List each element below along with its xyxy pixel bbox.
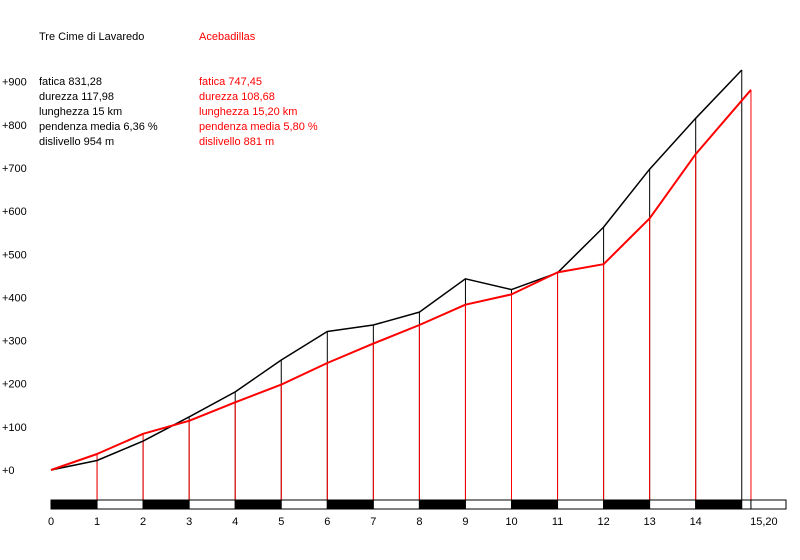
stat-dislivello: dislivello 881 m	[199, 136, 275, 148]
stat-dislivello: dislivello 954 m	[39, 136, 115, 148]
x-tick-label: 13	[644, 516, 656, 528]
x-tick-label: 4	[232, 516, 238, 528]
y-tick-label: +800	[2, 120, 27, 132]
x-tick-label: 9	[462, 516, 468, 528]
stat-durezza: durezza 117,98	[39, 91, 115, 103]
y-tick-label: +300	[2, 336, 27, 348]
scale-bar-segment	[511, 499, 559, 510]
stat-durezza: durezza 108,68	[199, 91, 275, 103]
x-tick-label: 10	[505, 516, 517, 528]
stat-fatica: fatica 831,28	[39, 76, 102, 88]
y-tick-label: +500	[2, 249, 27, 261]
drop-lines	[96, 69, 752, 500]
profile-lines	[50, 69, 752, 471]
scale-bar-segment	[96, 499, 144, 510]
stat-lunghezza: lunghezza 15,20 km	[199, 106, 298, 118]
y-tick-label: +400	[2, 292, 27, 304]
scale-bar-segment	[695, 499, 743, 510]
scale-bar-segment	[50, 499, 98, 510]
x-tick-label: 6	[324, 516, 330, 528]
x-tick-label: 3	[186, 516, 192, 528]
legend-item-acebadillas: Acebadillas	[199, 30, 255, 45]
x-tick-label: 11	[552, 516, 563, 528]
scale-bar-segment	[418, 499, 466, 510]
scale-bar-segment	[464, 499, 513, 510]
y-tick-label: +700	[2, 163, 27, 175]
legend-item-tre-cime: Tre Cime di Lavaredo	[39, 30, 144, 45]
x-tick-label: 14	[690, 516, 702, 528]
scale-bar-tail	[750, 499, 787, 510]
y-tick-label: +200	[2, 379, 27, 391]
x-tick-label: 5	[278, 516, 284, 528]
y-tick-label: +0	[2, 465, 15, 477]
x-tick-label: 7	[370, 516, 376, 528]
scale-bar-segment	[372, 499, 420, 510]
scale-bar-segment	[234, 499, 282, 510]
y-tick-label: +900	[2, 77, 27, 89]
stats-tre-cime: fatica 831,28 durezza 117,98 lunghezza 1…	[39, 75, 158, 150]
y-tick-label: +100	[2, 422, 27, 434]
x-tick-label: 1	[94, 516, 100, 528]
scale-bar-segment	[603, 499, 651, 510]
stats-acebadillas: fatica 747,45 durezza 108,68 lunghezza 1…	[199, 75, 318, 150]
y-tick-label: +600	[2, 206, 27, 218]
stat-pendenza-media: pendenza media 5,80 %	[199, 121, 318, 133]
y-axis-ticks: +0 +100 +200 +300 +400 +500 +600 +700 +800 +900	[2, 77, 27, 477]
legend-label: Tre Cime di Lavaredo	[39, 31, 145, 43]
x-axis-ticks: 0 1 2 3 4 5 6 7 8 9 10 11 12 13 14 15,20	[48, 516, 778, 528]
stat-fatica: fatica 747,45	[199, 76, 262, 88]
scale-bar-segment	[188, 499, 236, 510]
scale-bar-segment	[741, 499, 752, 510]
x-tick-label: 12	[597, 516, 609, 528]
stat-pendenza-media: pendenza media 6,36 %	[39, 121, 158, 133]
legend-label: Acebadillas	[199, 31, 256, 43]
scale-bar-segment	[649, 499, 697, 510]
distance-scale-bar	[50, 499, 787, 510]
series-line	[50, 89, 752, 471]
x-tick-label: 2	[140, 516, 146, 528]
x-tick-label: 8	[416, 516, 422, 528]
x-tick-label: 15,20	[750, 516, 778, 528]
stat-lunghezza: lunghezza 15 km	[39, 106, 123, 118]
scale-bar-segment	[557, 499, 605, 510]
series-line	[50, 69, 743, 471]
scale-bar-segment	[326, 499, 374, 510]
scale-bar-segment	[142, 499, 190, 510]
x-tick-label: 0	[48, 516, 54, 528]
scale-bar-segment	[280, 499, 328, 510]
